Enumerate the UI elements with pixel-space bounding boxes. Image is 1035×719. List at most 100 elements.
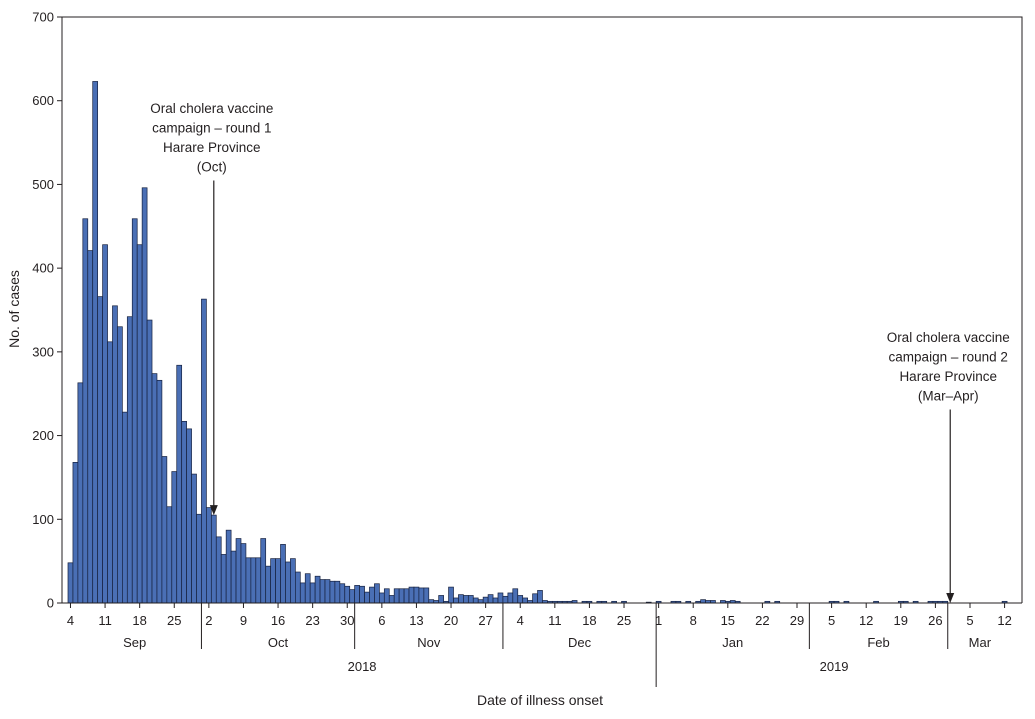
y-axis-ticks: 0 100 200 300 400 500 600 700 xyxy=(32,10,62,611)
bar xyxy=(388,595,395,604)
bar xyxy=(403,588,410,604)
bar xyxy=(176,364,183,604)
x-tick-label: 4 xyxy=(517,613,524,628)
bar xyxy=(458,594,464,604)
bar xyxy=(477,599,484,604)
bar xyxy=(497,592,504,604)
annotation-line: Oral cholera vaccine xyxy=(887,330,1010,345)
year-label: 2019 xyxy=(820,659,849,674)
y-tick-label: 200 xyxy=(32,428,54,443)
x-tick-label: 4 xyxy=(67,613,74,628)
bar xyxy=(126,316,133,604)
bar xyxy=(245,557,252,604)
x-tick-label: 1 xyxy=(655,613,662,628)
bar xyxy=(220,554,227,604)
bar xyxy=(324,579,331,604)
month-label: Sep xyxy=(123,635,146,650)
x-tick-label: 11 xyxy=(98,613,112,628)
annotation-arrow-head xyxy=(946,593,955,603)
x-tick-label: 25 xyxy=(167,613,181,628)
bar xyxy=(166,506,173,604)
bar xyxy=(161,456,168,604)
x-tick-label: 16 xyxy=(271,613,285,628)
bar xyxy=(369,586,375,604)
annotation-line: Harare Province xyxy=(163,140,261,155)
bar xyxy=(418,587,425,604)
month-label: Mar xyxy=(969,635,992,650)
annotation-line: campaign – round 1 xyxy=(152,121,271,136)
bar xyxy=(151,373,158,604)
x-tick-label: 30 xyxy=(340,613,354,628)
y-tick-label: 500 xyxy=(32,177,54,192)
month-label: Nov xyxy=(417,635,441,650)
annotation-line: campaign – round 2 xyxy=(889,350,1008,365)
bar xyxy=(453,597,459,604)
annotation-line: (Mar–Apr) xyxy=(918,389,979,404)
vaccine-campaign-annotation: Oral cholera vaccine campaign – round 2 Ha… xyxy=(887,330,1010,603)
annotation-line: (Oct) xyxy=(197,160,227,175)
bar xyxy=(156,379,163,604)
bar xyxy=(186,428,192,604)
x-tick-label: 12 xyxy=(859,613,873,628)
y-tick-label: 600 xyxy=(32,93,54,108)
x-tick-label: 22 xyxy=(755,613,769,628)
bar xyxy=(250,557,257,604)
bar xyxy=(349,589,356,604)
bar xyxy=(379,592,385,604)
bar xyxy=(463,595,469,604)
year-label: 2018 xyxy=(348,659,377,674)
bar xyxy=(295,571,301,604)
y-tick-label: 100 xyxy=(32,512,54,527)
bar xyxy=(141,187,148,604)
bar xyxy=(304,573,311,604)
bar xyxy=(398,588,405,604)
x-tick-label: 15 xyxy=(721,613,735,628)
x-tick-label: 5 xyxy=(966,613,973,628)
bar xyxy=(225,529,232,604)
bar xyxy=(107,341,113,604)
bar xyxy=(181,420,187,604)
bar xyxy=(329,580,336,604)
y-tick-label: 300 xyxy=(32,344,54,359)
annotation-line: Oral cholera vaccine xyxy=(150,101,273,116)
bar xyxy=(319,579,326,604)
bar xyxy=(112,305,118,604)
x-tick-label: 23 xyxy=(305,613,319,628)
bar xyxy=(487,594,494,604)
bar xyxy=(334,580,341,604)
bar xyxy=(265,565,271,604)
x-axis: 4 11 18 25 2 9 16 23 30 6 13 20 27 4 11 18 25 1 8 15 22 29 5 12… xyxy=(62,602,1022,687)
bar xyxy=(339,583,346,604)
x-tick-label: 20 xyxy=(444,613,458,628)
bar xyxy=(77,382,84,604)
bar xyxy=(537,590,543,604)
bar xyxy=(230,550,237,604)
bar xyxy=(299,582,306,604)
y-tick-label: 0 xyxy=(47,596,54,611)
x-axis-title: Date of illness onset xyxy=(477,692,603,708)
bar xyxy=(314,575,321,604)
bar xyxy=(502,595,509,604)
x-tick-label: 25 xyxy=(617,613,631,628)
bar xyxy=(275,558,281,604)
bar xyxy=(102,244,108,604)
bar xyxy=(87,250,94,604)
bar xyxy=(428,599,435,604)
bar xyxy=(517,595,524,604)
plot-frame xyxy=(61,16,1023,603)
bar xyxy=(472,597,479,604)
bar xyxy=(201,298,207,604)
bar xyxy=(171,471,178,604)
bar xyxy=(383,588,390,604)
x-tick-label: 8 xyxy=(690,613,697,628)
bar xyxy=(290,558,296,604)
bar xyxy=(532,593,538,604)
bar xyxy=(255,557,262,604)
bar xyxy=(280,544,286,604)
bar xyxy=(309,582,316,604)
bar xyxy=(131,218,138,604)
bar xyxy=(191,473,197,604)
bar xyxy=(82,218,89,604)
x-tick-label: 29 xyxy=(790,613,804,628)
bar xyxy=(700,599,706,604)
